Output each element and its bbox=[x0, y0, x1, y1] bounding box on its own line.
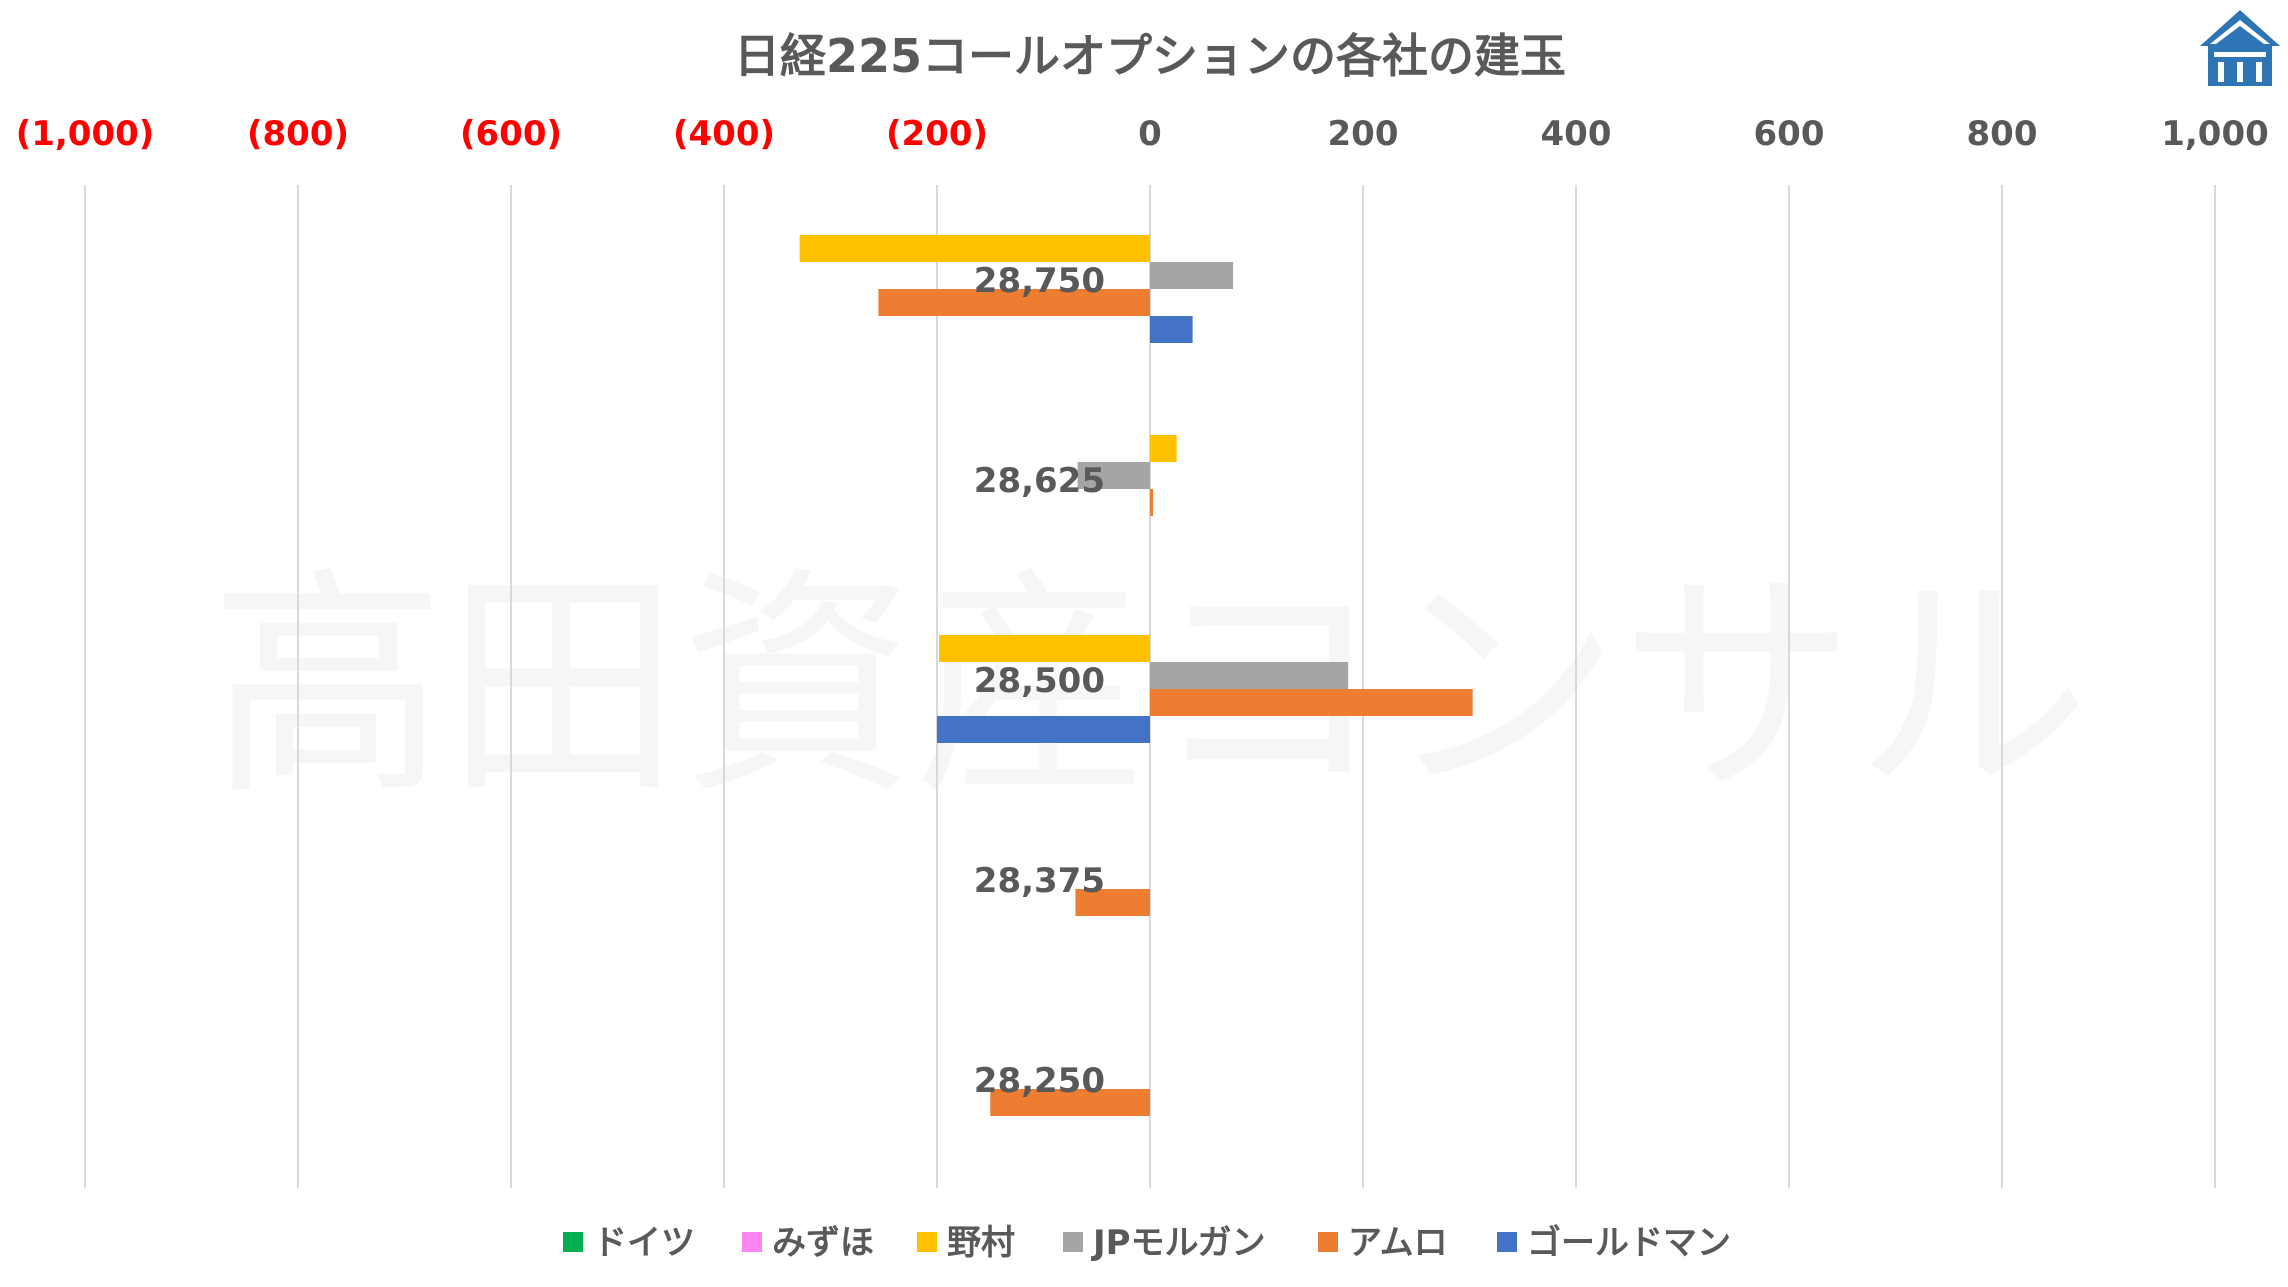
x-tick-label: (200) bbox=[886, 114, 988, 154]
legend-label: JPモルガン bbox=[1091, 1223, 1266, 1263]
legend-label: ドイツ bbox=[593, 1223, 695, 1263]
house-logo-icon bbox=[2200, 10, 2280, 86]
legend-swatch bbox=[917, 1232, 937, 1252]
bar bbox=[990, 1089, 1150, 1116]
chart-title: 日経225コールオプションの各社の建玉 bbox=[734, 29, 1566, 83]
legend-label: アムロ bbox=[1348, 1223, 1448, 1263]
bar bbox=[937, 716, 1150, 743]
x-tick-label: 200 bbox=[1328, 114, 1399, 154]
bar bbox=[939, 635, 1150, 662]
bar bbox=[1150, 316, 1193, 343]
category-label: 28,250 bbox=[974, 1061, 1105, 1101]
x-tick-label: (600) bbox=[460, 114, 562, 154]
category-labels: 28,750 28,625 28,500 28,375 28,250 bbox=[974, 261, 1105, 1101]
bar bbox=[1150, 262, 1234, 289]
legend: ドイツ みずほ 野村 JPモルガン アムロ ゴールドマン bbox=[563, 1223, 1731, 1263]
bar bbox=[1150, 689, 1473, 716]
legend-swatch bbox=[563, 1232, 583, 1252]
category-label: 28,625 bbox=[974, 461, 1105, 501]
bar bbox=[1150, 662, 1349, 689]
x-tick-label: 0 bbox=[1138, 114, 1162, 154]
category-label: 28,375 bbox=[974, 861, 1105, 901]
bar bbox=[878, 289, 1150, 316]
legend-item: アムロ bbox=[1318, 1223, 1448, 1263]
bar bbox=[1150, 435, 1177, 462]
x-tick-label: 800 bbox=[1967, 114, 2038, 154]
legend-item: 野村 bbox=[917, 1223, 1015, 1263]
legend-item: ゴールドマン bbox=[1497, 1223, 1731, 1263]
legend-item: ドイツ bbox=[563, 1223, 695, 1263]
legend-swatch bbox=[1063, 1232, 1083, 1252]
legend-swatch bbox=[1497, 1232, 1517, 1252]
legend-swatch bbox=[742, 1232, 762, 1252]
legend-item: みずほ bbox=[742, 1223, 874, 1263]
gridlines bbox=[84, 185, 2216, 1188]
x-tick-label: 1,000 bbox=[2161, 114, 2269, 154]
legend-label: ゴールドマン bbox=[1527, 1223, 1731, 1263]
bar bbox=[1075, 889, 1150, 916]
category-label: 28,500 bbox=[974, 661, 1105, 701]
legend-label: みずほ bbox=[772, 1223, 874, 1263]
bars bbox=[799, 235, 1473, 1116]
category-label: 28,750 bbox=[974, 261, 1105, 301]
x-tick-label: (400) bbox=[673, 114, 775, 154]
x-axis-tick-labels: (1,000) (800) (600) (400) (200) 0 200 400 600 800… bbox=[16, 114, 2269, 154]
x-tick-label: 400 bbox=[1541, 114, 1612, 154]
x-tick-label: 600 bbox=[1754, 114, 1825, 154]
bar bbox=[1077, 462, 1150, 489]
legend-swatch bbox=[1318, 1232, 1338, 1252]
legend-label: 野村 bbox=[947, 1223, 1015, 1263]
legend-item: JPモルガン bbox=[1063, 1223, 1266, 1263]
bar bbox=[1150, 489, 1153, 516]
x-tick-label: (1,000) bbox=[16, 114, 155, 154]
bar bbox=[799, 235, 1150, 262]
x-tick-label: (800) bbox=[247, 114, 349, 154]
